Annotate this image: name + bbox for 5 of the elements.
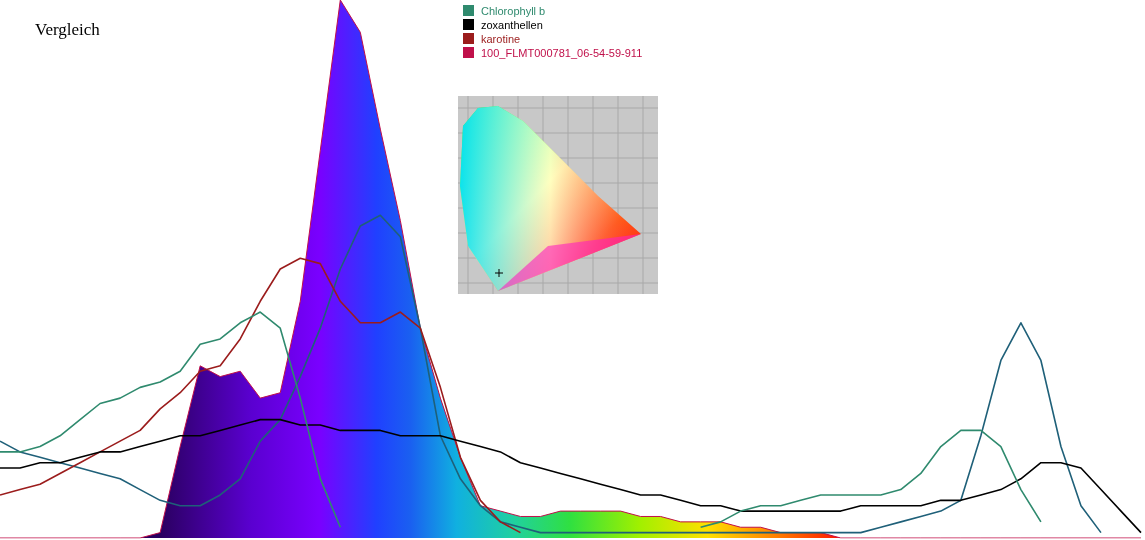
legend-label: zoxanthellen bbox=[481, 18, 543, 31]
text: Vergleich bbox=[35, 20, 101, 39]
legend-label: 100_FLMT000781_06-54-59-911 bbox=[481, 46, 643, 59]
legend-label: karotine bbox=[481, 32, 521, 45]
legend-label: Chlorophyll b bbox=[481, 4, 546, 17]
